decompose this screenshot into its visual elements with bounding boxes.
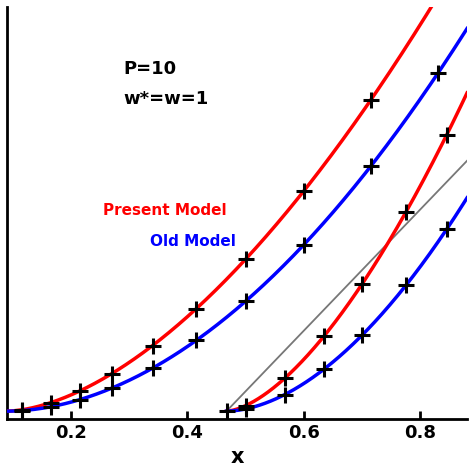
Text: Present Model: Present Model — [103, 203, 227, 218]
Text: Old Model: Old Model — [150, 235, 236, 249]
X-axis label: x: x — [230, 447, 244, 467]
Text: P=10: P=10 — [123, 60, 176, 78]
Text: w*=w=1: w*=w=1 — [123, 90, 209, 108]
